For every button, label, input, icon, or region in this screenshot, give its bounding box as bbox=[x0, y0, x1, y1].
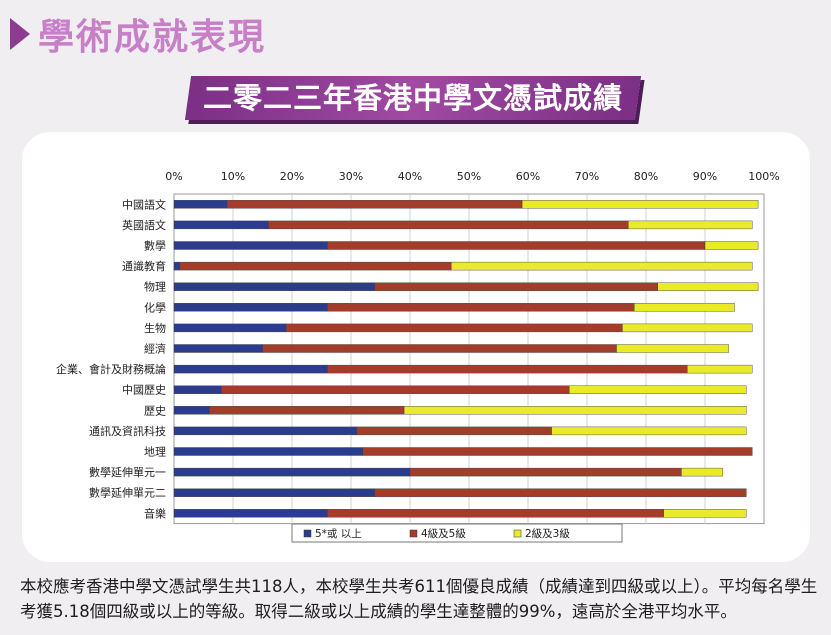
bar-segment-3 bbox=[521, 200, 759, 209]
chart-card: 0% 10% 20% 30% 40% 50% 60% 70% 80% 90% 100% 中國語文英國語… bbox=[22, 132, 810, 562]
category-label: 物理 bbox=[144, 280, 166, 294]
bar-segment-3 bbox=[551, 426, 747, 436]
bar-segment-1 bbox=[173, 426, 358, 436]
bar-segment-2 bbox=[268, 220, 629, 230]
bar-segment-1 bbox=[173, 261, 181, 271]
section-title: 學術成就表現 bbox=[38, 17, 267, 58]
bar-segment-2 bbox=[356, 426, 552, 436]
legend-swatch bbox=[303, 529, 312, 538]
category-label: 通訊及資訊科技 bbox=[89, 424, 166, 438]
bar-segment-2 bbox=[409, 467, 682, 477]
category-label: 中國語文 bbox=[122, 197, 166, 211]
bar-segment-1 bbox=[173, 467, 411, 477]
bar-segment-1 bbox=[173, 282, 375, 291]
bar-segment-1 bbox=[173, 200, 228, 209]
category-label: 數學 bbox=[144, 240, 166, 253]
bar-segment-2 bbox=[220, 385, 570, 394]
bar-segment-1 bbox=[173, 488, 375, 497]
x-tick-label: 80% bbox=[634, 170, 658, 183]
category-label: 音樂 bbox=[144, 506, 166, 520]
bar-segment-1 bbox=[173, 385, 222, 394]
bar-segment-2 bbox=[374, 488, 747, 497]
legend-swatch bbox=[513, 529, 522, 538]
category-label: 化學 bbox=[144, 300, 166, 314]
bar-segment-3 bbox=[451, 261, 753, 271]
x-tick-label: 30% bbox=[339, 170, 363, 183]
x-tick-label: 20% bbox=[280, 170, 304, 183]
x-tick-label: 50% bbox=[457, 170, 481, 183]
bar-segment-2 bbox=[362, 447, 753, 456]
bar-segment-1 bbox=[173, 509, 328, 518]
bar-segment-2 bbox=[374, 282, 659, 291]
legend-label: 2級及3級 bbox=[525, 527, 570, 540]
bar-segment-3 bbox=[569, 385, 747, 394]
category-label: 生物 bbox=[144, 321, 166, 335]
x-tick-label: 40% bbox=[398, 170, 422, 183]
bar-segment-3 bbox=[687, 364, 753, 374]
bar-segment-1 bbox=[173, 447, 364, 456]
bar-segment-3 bbox=[616, 344, 729, 353]
bar-segment-2 bbox=[226, 200, 523, 209]
bar-segment-3 bbox=[663, 509, 747, 518]
bar-segment-2 bbox=[262, 344, 617, 353]
x-tick-label: 0% bbox=[165, 170, 182, 183]
category-label: 數學延伸單元一 bbox=[89, 466, 166, 479]
results-chart: 0% 10% 20% 30% 40% 50% 60% 70% 80% 90% 100% 中國語文英國語… bbox=[56, 170, 780, 543]
legend-box bbox=[291, 523, 623, 543]
bar-segment-3 bbox=[634, 303, 735, 312]
bar-segment-3 bbox=[704, 241, 759, 250]
bar-segment-2 bbox=[327, 303, 635, 312]
category-label: 中國歷史 bbox=[122, 384, 166, 397]
legend-label: 5*或 以上 bbox=[315, 528, 362, 540]
category-label: 歷史 bbox=[144, 404, 166, 417]
category-label: 經濟 bbox=[144, 342, 166, 356]
bar-segment-1 bbox=[173, 364, 328, 374]
bar-segment-3 bbox=[403, 406, 747, 415]
x-tick-label: 90% bbox=[693, 170, 717, 183]
x-tick-label: 100% bbox=[748, 170, 779, 183]
bar-segment-1 bbox=[173, 323, 287, 333]
category-label: 地理 bbox=[144, 446, 166, 459]
bar-segment-1 bbox=[173, 303, 328, 312]
x-tick-label: 70% bbox=[575, 170, 599, 183]
bar-segment-1 bbox=[173, 241, 328, 250]
bar-segment-3 bbox=[681, 467, 723, 477]
x-tick-label: 60% bbox=[516, 170, 540, 183]
bar-segment-2 bbox=[285, 323, 623, 333]
category-label: 企業、會計及財務概論 bbox=[56, 362, 166, 376]
bar-segment-3 bbox=[657, 282, 759, 291]
category-label: 數學延伸單元二 bbox=[89, 487, 166, 500]
banner-title: 二零二三年香港中學文憑試成績 bbox=[202, 81, 623, 115]
bar-segment-2 bbox=[327, 364, 688, 374]
legend-swatch bbox=[409, 529, 418, 538]
play-arrow-icon bbox=[10, 18, 30, 50]
category-label: 英國語文 bbox=[122, 218, 166, 232]
bar-segment-2 bbox=[179, 261, 452, 271]
x-tick-label: 10% bbox=[221, 170, 245, 183]
bar-segment-1 bbox=[173, 220, 269, 230]
results-note: 本校應考香港中學文憑試學生共118人，本校學生共考611個優良成績（成績達到四級… bbox=[20, 577, 818, 621]
bar-segment-2 bbox=[327, 509, 664, 518]
bar-segment-2 bbox=[209, 406, 405, 415]
bar-segment-3 bbox=[622, 323, 753, 333]
category-label: 通識教育 bbox=[122, 259, 166, 273]
legend-label: 4級及5級 bbox=[421, 527, 466, 540]
section-header: 學術成就表現 bbox=[10, 8, 266, 60]
bar-segment-1 bbox=[173, 344, 263, 353]
bar-segment-2 bbox=[327, 241, 706, 250]
bar-segment-3 bbox=[628, 220, 753, 230]
bar-segment-1 bbox=[173, 406, 210, 415]
